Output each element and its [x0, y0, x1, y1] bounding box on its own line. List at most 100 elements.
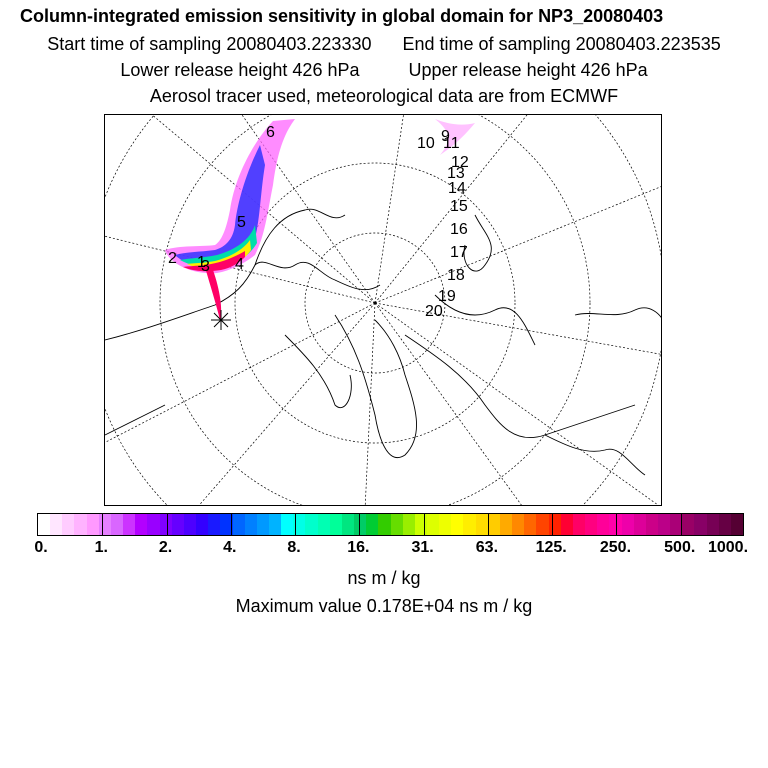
- coastline-asia-east: [105, 404, 166, 436]
- colorbar-cell: [414, 514, 427, 535]
- trajectory-label: 3: [201, 258, 210, 275]
- trajectory-label: 5: [237, 214, 246, 231]
- colorbar-tick-label: 1000.: [707, 539, 749, 556]
- colorbar-cell: [110, 514, 124, 535]
- colorbar-tick: [423, 514, 425, 535]
- trajectory-label: 12: [451, 154, 469, 171]
- colorbar-cell: [487, 514, 500, 535]
- plume-tail: [205, 267, 222, 320]
- colorbar-cell: [585, 514, 598, 535]
- meridian: [374, 186, 661, 304]
- colorbar-tick-label: 63.: [475, 539, 499, 556]
- colorbar-tick: [680, 514, 682, 535]
- colorbar-tick-label: 8.: [287, 539, 301, 556]
- colorbar-cell: [499, 514, 513, 535]
- trajectory-label: 20: [425, 303, 443, 320]
- colorbar-tick: [552, 514, 554, 535]
- trajectory-label: 18: [447, 267, 465, 284]
- colorbar-tick-label: 125.: [535, 539, 567, 556]
- colorbar-cell: [427, 514, 440, 535]
- colorbar-units: ns m / kg: [347, 568, 421, 588]
- coastline-hudson: [544, 434, 646, 476]
- colorbar-cell: [633, 514, 646, 535]
- colorbar-cell: [317, 514, 330, 535]
- colorbar-cell: [451, 514, 464, 535]
- colorbar-cell: [718, 514, 731, 535]
- colorbar-cell: [560, 514, 573, 535]
- meridian: [374, 302, 522, 505]
- colorbar-cell: [657, 514, 671, 535]
- release-site-star: [211, 310, 231, 330]
- colorbar-cell: [135, 514, 148, 535]
- trajectory-label: 15: [450, 198, 468, 215]
- maximum-value: Maximum value 0.178E+04 ns m / kg: [235, 596, 533, 616]
- colorbar-tick-label: 250.: [599, 539, 632, 556]
- colorbar-cell: [305, 514, 318, 535]
- colorbar-cell: [402, 514, 415, 535]
- trajectory-label: 6: [266, 124, 275, 141]
- trajectory-label: 19: [438, 288, 456, 305]
- emission-sensitivity-plume: [165, 119, 475, 320]
- colorbar-cell: [244, 514, 257, 535]
- end-time: End time of sampling 20080403.223535: [402, 34, 721, 54]
- coastline-arctic-islands: [284, 334, 352, 408]
- coastline-eurasia: [105, 261, 381, 341]
- trajectory-label: 14: [448, 180, 466, 197]
- page-title: Column-integrated emission sensitivity i…: [20, 6, 664, 26]
- colorbar-tick-label: 0.: [34, 539, 48, 556]
- colorbar-cell: [390, 514, 403, 535]
- meridian: [374, 302, 659, 505]
- meridian: [105, 302, 376, 443]
- coastlines: [105, 208, 661, 476]
- meridian: [198, 302, 376, 505]
- latitude-circle: [105, 115, 661, 505]
- colorbar-cell: [86, 514, 99, 535]
- trajectory-label: 4: [235, 256, 244, 273]
- colorbar-cell: [98, 514, 111, 535]
- colorbar-cell: [220, 514, 233, 535]
- plume-blue: [175, 145, 265, 268]
- colorbar-cell: [293, 514, 306, 535]
- colorbar-cell: [439, 514, 452, 535]
- trajectory-label: 2: [168, 250, 177, 267]
- colorbar-tick-label: 500.: [664, 539, 696, 556]
- latitude-circles: [105, 115, 661, 505]
- colorbar-tick: [295, 514, 297, 535]
- coastline-alaska: [574, 307, 661, 318]
- meridians: [105, 115, 661, 505]
- colorbar-cell: [645, 514, 658, 535]
- meridian: [241, 115, 376, 304]
- colorbar-cell: [341, 514, 355, 535]
- coastline-north-america: [404, 334, 636, 439]
- release-heights: Lower release height 426 hPa Upper relea…: [0, 60, 768, 81]
- colorbar-cell: [366, 514, 379, 535]
- colorbar-cell: [512, 514, 525, 535]
- upper-release-height: Upper release height 426 hPa: [408, 60, 648, 80]
- colorbar-tick: [359, 514, 361, 535]
- colorbar-tick: [166, 514, 168, 535]
- colorbar-tick: [230, 514, 232, 535]
- coastline-canada-islands: [434, 294, 536, 346]
- colorbar-cell: [621, 514, 634, 535]
- trajectory-label: 16: [450, 221, 468, 238]
- colorbar-cell: [536, 514, 549, 535]
- colorbar-tick: [487, 514, 489, 535]
- colorbar-cell: [159, 514, 172, 535]
- colorbar-cell: [597, 514, 610, 535]
- colorbar-cell: [256, 514, 269, 535]
- trajectory-label: 9: [441, 128, 450, 145]
- polar-stereographic-map: 1 2 3 4 5 6 9 10 11 12 13 14 15 16 17 18…: [104, 114, 662, 506]
- colorbar-cell: [281, 514, 294, 535]
- colorbar-cell: [62, 514, 75, 535]
- lower-release-height: Lower release height 426 hPa: [120, 60, 360, 80]
- colorbar-cell: [183, 514, 197, 535]
- colorbar-cell: [232, 514, 245, 535]
- meridian: [374, 302, 661, 355]
- latitude-circle: [159, 115, 591, 505]
- coastline-greenland: [334, 314, 417, 458]
- sampling-times: Start time of sampling 20080403.223330 E…: [0, 34, 768, 55]
- colorbar-cell: [463, 514, 476, 535]
- trajectory-label: 10: [417, 135, 435, 152]
- colorbar-cell: [378, 514, 391, 535]
- colorbar-cell: [548, 514, 561, 535]
